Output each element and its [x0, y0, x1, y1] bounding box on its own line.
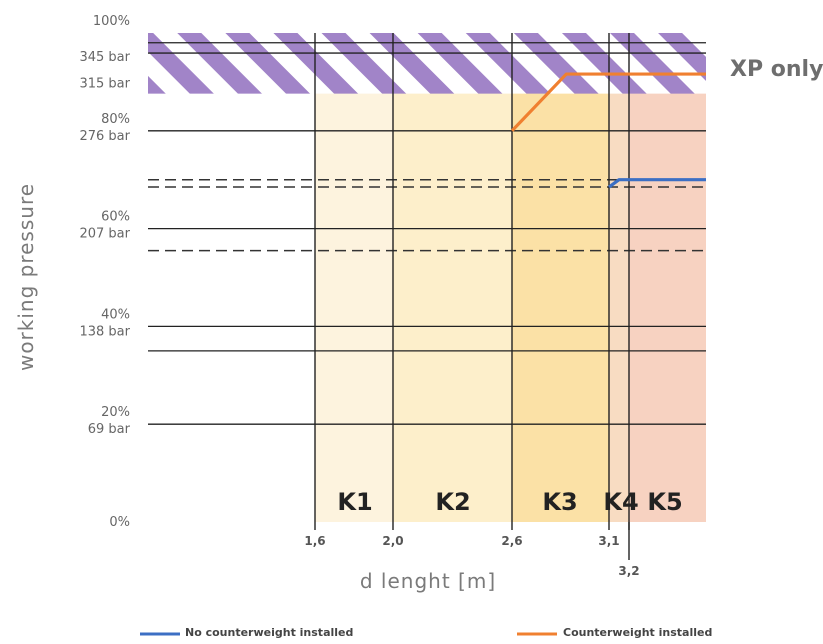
series-line — [608, 178, 706, 189]
zone-label-k3: K3 — [542, 488, 577, 516]
y-tick-bar: 207 bar — [79, 227, 130, 242]
y-axis-title: working pressure — [14, 183, 38, 371]
legend-label: No counterweight installed — [185, 626, 353, 639]
y-tick-bar: 138 bar — [79, 324, 130, 339]
x-tick-label: 2,6 — [501, 534, 522, 548]
xp-only-label: XP only — [730, 57, 823, 82]
series-lines — [510, 72, 706, 189]
xp-band — [148, 33, 706, 94]
zone-label-k4: K4 — [603, 488, 638, 516]
x-tick-label: 1,6 — [304, 534, 325, 548]
zone-k5 — [629, 33, 706, 522]
zone-k3 — [512, 33, 609, 522]
xp-band-group — [148, 33, 706, 94]
y-tick-bar: 276 bar — [79, 129, 130, 144]
y-tick-percent: 40% — [101, 307, 130, 322]
x-tick-label: 2,0 — [382, 534, 403, 548]
y-tick-percent: 100% — [93, 14, 130, 29]
zone-k4 — [609, 33, 629, 522]
zone-labels: K1 K2 K3 K4 K5 — [337, 488, 682, 516]
zone-backgrounds — [315, 33, 706, 522]
y-tick-percent: 20% — [101, 405, 130, 420]
series-line — [510, 72, 706, 132]
horizontal-gridlines — [148, 42, 706, 425]
zone-label-k1: K1 — [337, 488, 372, 516]
y-tick-percent: 0% — [109, 515, 130, 530]
zone-label-k5: K5 — [647, 488, 682, 516]
y-tick-bar: 345 bar — [79, 50, 130, 65]
zone-k2 — [393, 33, 512, 522]
legend-label: Counterweight installed — [563, 626, 712, 639]
zone-label-k2: K2 — [435, 488, 470, 516]
y-tick-bar: 69 bar — [88, 422, 131, 437]
x-tick-label: 3,1 — [598, 534, 619, 548]
y-tick-bar: 315 bar — [79, 77, 130, 92]
x-axis-title: d lenght [m] — [360, 569, 496, 593]
y-tick-percent: 80% — [101, 112, 130, 127]
zone-k1 — [315, 33, 393, 522]
y-tick-labels: 100% 345 bar 315 bar 80% 276 bar 60% 207 bar 40… — [79, 14, 130, 530]
x-tick-label: 3,2 — [618, 564, 639, 578]
x-tick-labels: 1,6 2,0 2,6 3,1 3,2 — [304, 534, 639, 578]
legend: No counterweight installed Counterweight … — [140, 626, 712, 639]
y-tick-percent: 60% — [101, 210, 130, 225]
vertical-gridlines — [314, 33, 630, 560]
